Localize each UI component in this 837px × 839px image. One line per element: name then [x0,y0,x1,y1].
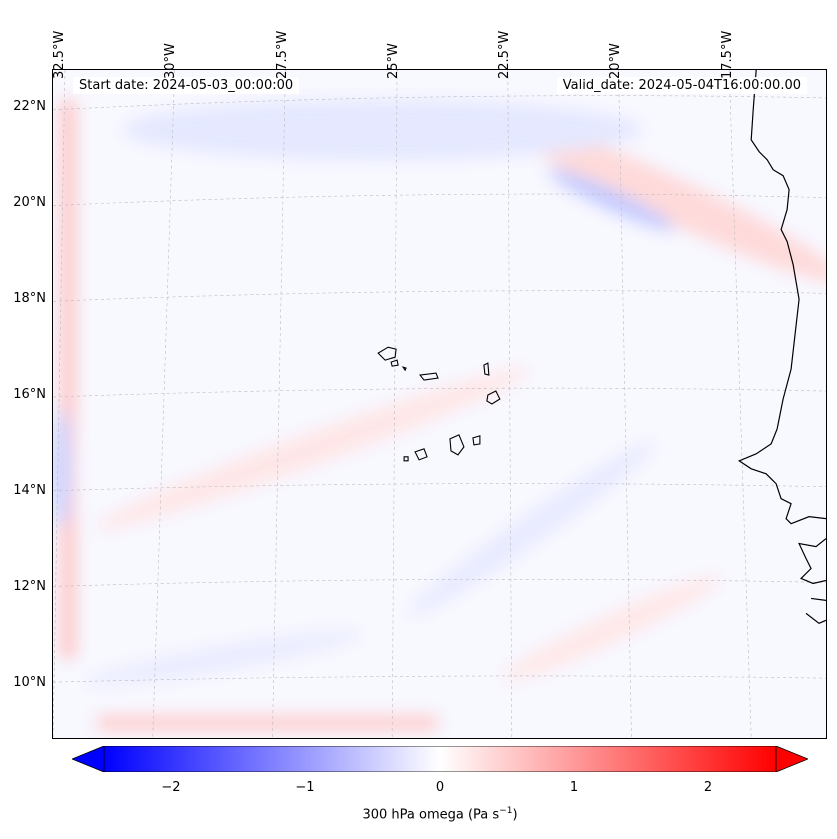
lon-label-30w: 30°W [163,43,178,79]
negative-streak-1 [408,442,655,616]
start-date-label: Start date: 2024-05-03_00:00:00 [73,77,300,94]
lon-label-22-5w: 22.5°W [497,30,512,79]
colorbar-extend-low [72,746,105,772]
positive-streak-1 [96,369,528,529]
map-frame [52,69,827,739]
colorbar-label-end: ) [512,807,518,823]
lat-label-14: 14°N [13,483,46,498]
lon-label-25w: 25°W [386,43,401,79]
lat-label-18: 18°N [13,291,46,306]
positive-streak-2 [502,576,721,681]
africa-coastline-south [798,538,826,625]
lat-label-16: 16°N [13,387,46,402]
africa-coastline [737,70,826,525]
colorbar-body [103,746,777,772]
negative-area-top [122,99,642,160]
lat-label-22: 22°N [13,99,46,114]
omega-field [53,70,826,738]
lat-label-12: 12°N [13,579,46,594]
positive-band-bottom [97,716,438,731]
lat-label-10: 10°N [13,675,46,690]
colorbar-tick-0: 0 [435,780,445,795]
lon-label-32-5w: 32.5°W [52,30,67,79]
lon-label-17-5w: 17.5°W [720,30,735,79]
colorbar-label-sup: −1 [499,806,513,816]
colorbar-extend-high [775,746,808,772]
negative-area-left [53,409,71,529]
colorbar-tick-2: 2 [703,780,713,795]
cape-verde-islands [377,346,501,462]
colorbar-tick--2: −2 [161,780,181,795]
lon-label-27-5w: 27.5°W [275,30,290,79]
graticule [53,70,826,738]
valid-date-label: Valid_date: 2024-05-04T16:00:00.00 [556,77,807,94]
positive-band-ne [499,117,826,283]
lon-label-20w: 20°W [608,43,623,79]
negative-band-ne [548,168,675,231]
colorbar [72,746,808,772]
lat-label-20: 20°N [13,195,46,210]
colorbar-label-main: 300 hPa omega (Pa s [362,807,500,823]
colorbar-tick-1: 1 [569,780,579,795]
colorbar-tick--1: −1 [295,780,315,795]
negative-streak-2 [85,631,361,686]
colorbar-label: 300 hPa omega (Pa s−1) [0,806,837,822]
